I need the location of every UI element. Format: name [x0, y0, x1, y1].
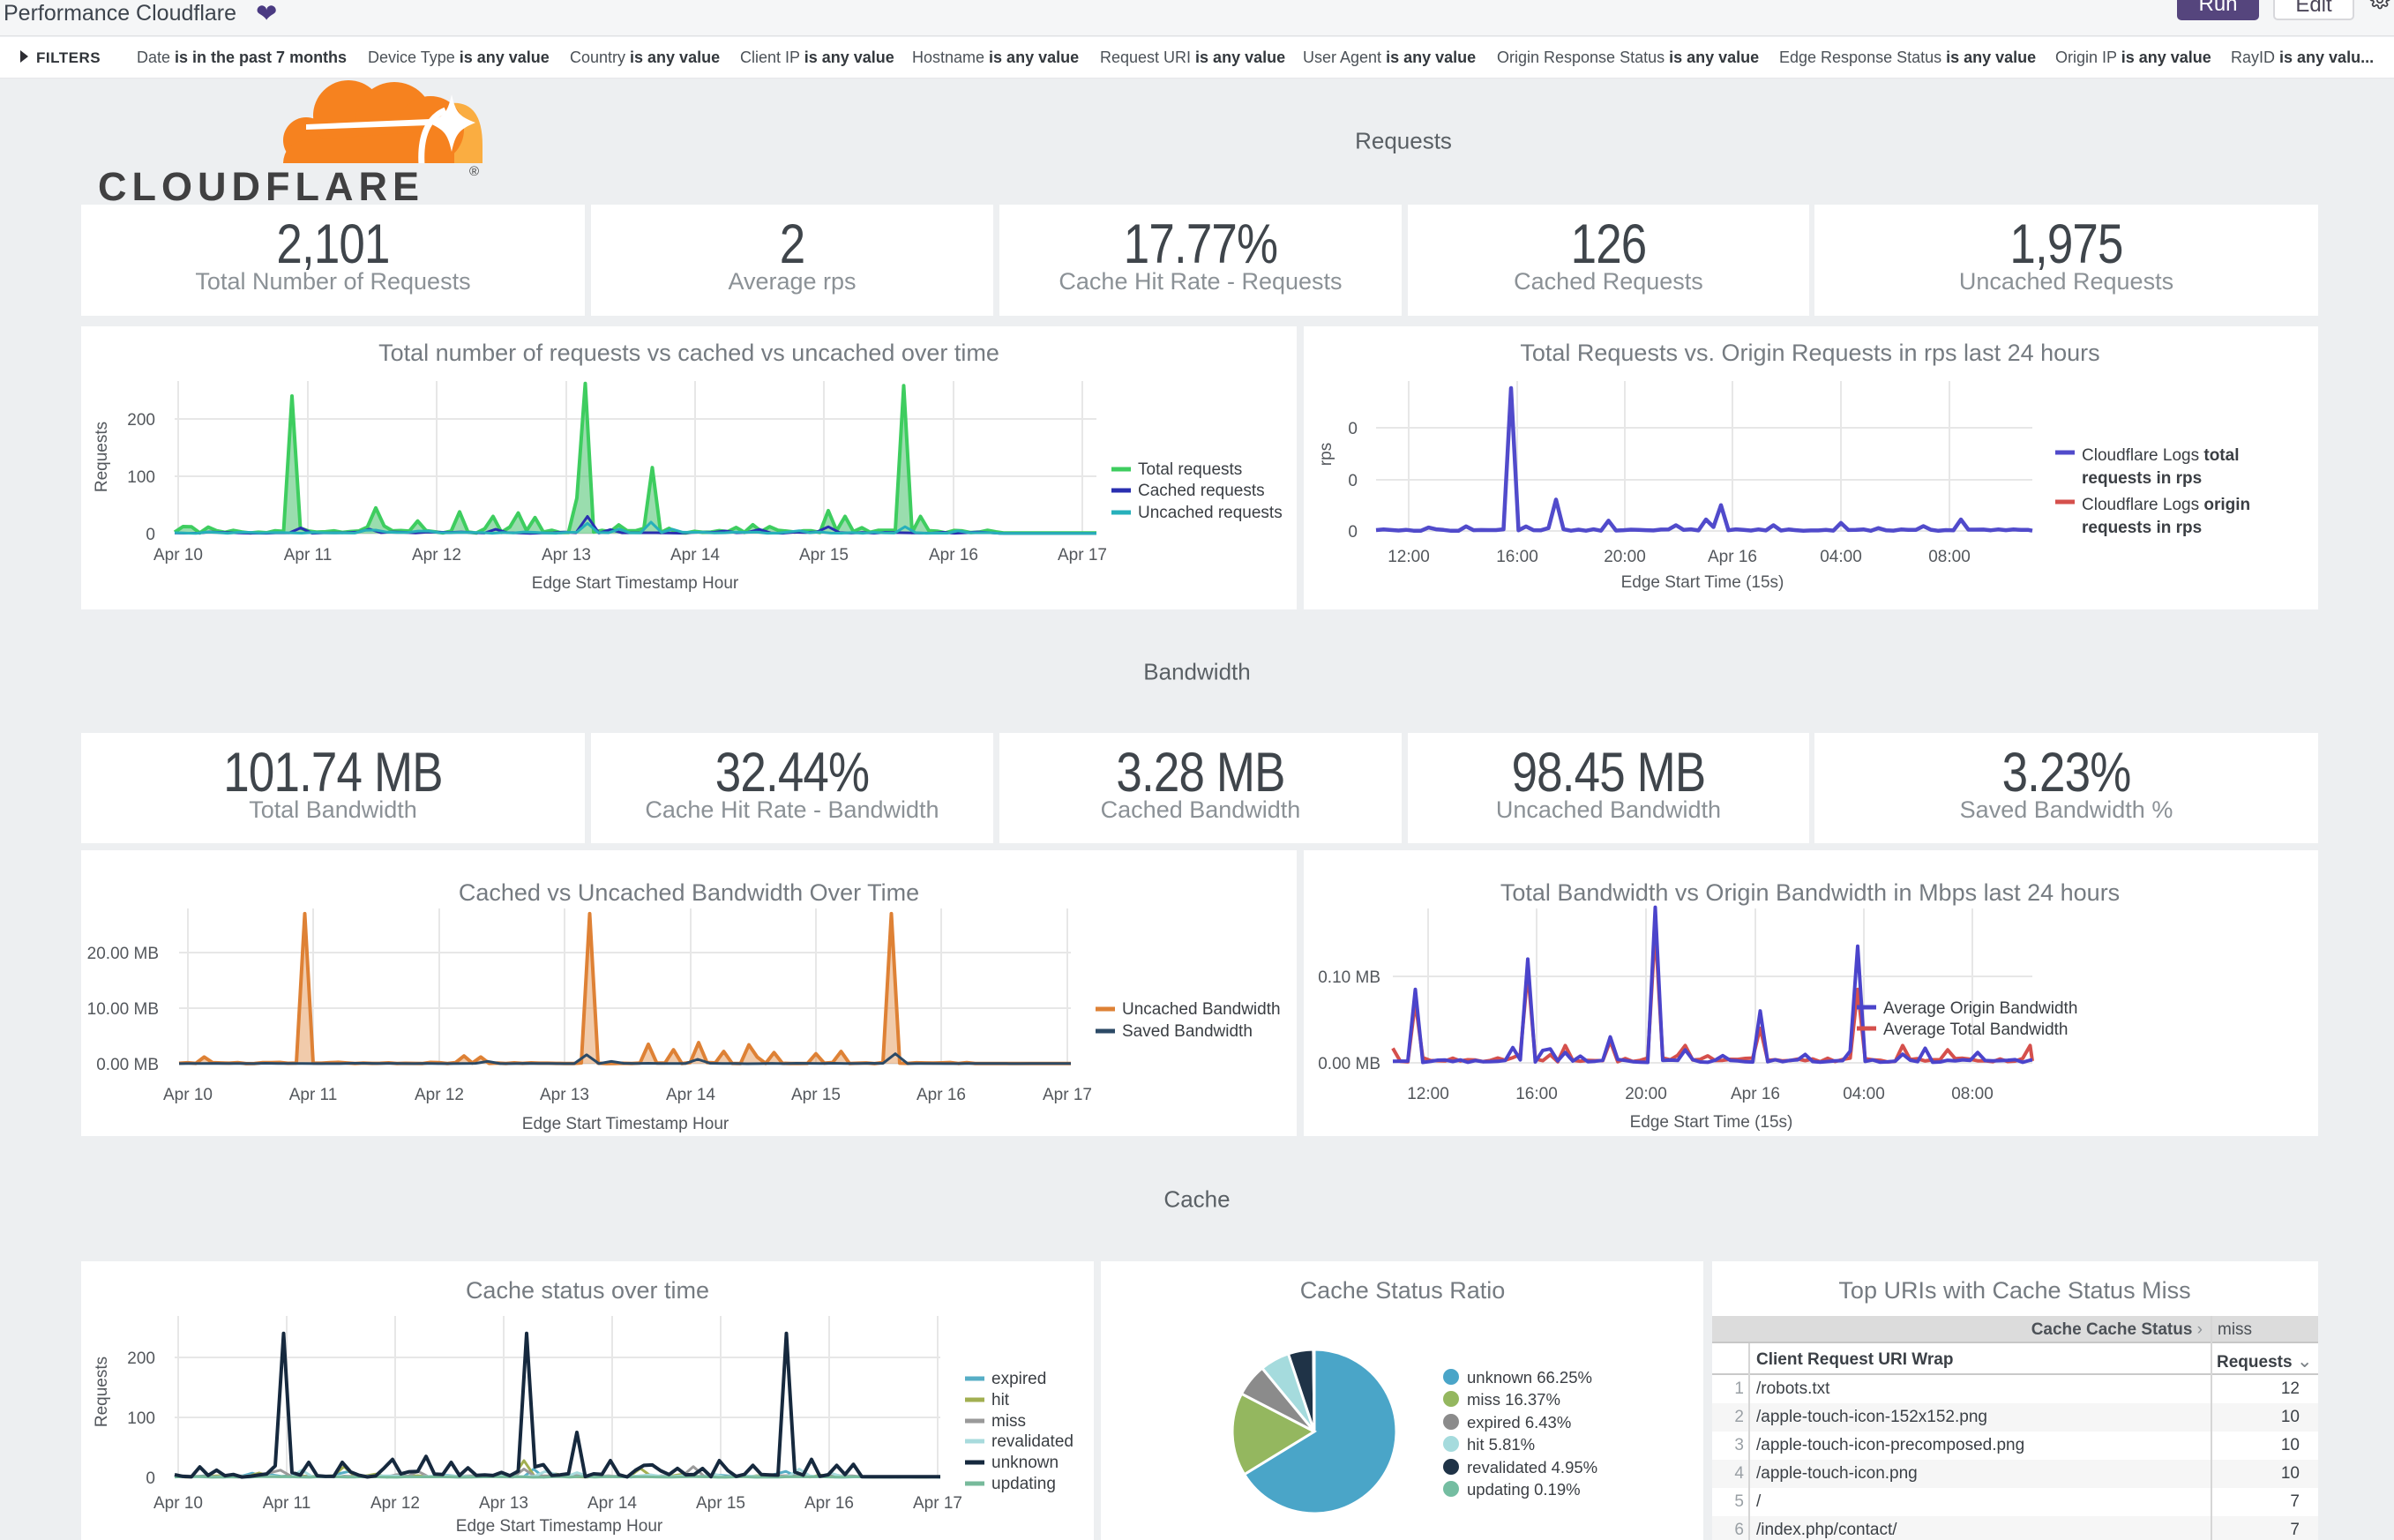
svg-text:08:00: 08:00 [1951, 1085, 1994, 1103]
svg-text:Cached requests: Cached requests [1138, 482, 1265, 500]
svg-text:12:00: 12:00 [1407, 1085, 1449, 1103]
svg-text:Apr 16: Apr 16 [1731, 1085, 1780, 1103]
svg-text:0: 0 [146, 1469, 155, 1488]
svg-text:Total requests: Total requests [1138, 460, 1242, 479]
svg-text:Edge Start Time (15s): Edge Start Time (15s) [1630, 1113, 1793, 1132]
svg-text:Apr 13: Apr 13 [542, 546, 591, 564]
svg-text:Apr 13: Apr 13 [540, 1086, 589, 1104]
svg-text:Apr 10: Apr 10 [153, 546, 203, 564]
svg-text:unknown 66.25%: unknown 66.25% [1467, 1368, 1592, 1387]
svg-text:hit 5.81%: hit 5.81% [1467, 1435, 1535, 1454]
svg-text:Requests: Requests [93, 422, 111, 492]
svg-text:Cloudflare Logs origin: Cloudflare Logs origin [2082, 496, 2250, 514]
svg-text:revalidated 4.95%: revalidated 4.95% [1467, 1458, 1597, 1476]
svg-text:04:00: 04:00 [1820, 548, 1862, 566]
svg-text:0: 0 [1348, 523, 1358, 542]
svg-text:Apr 10: Apr 10 [153, 1494, 203, 1513]
svg-text:revalidated: revalidated [991, 1432, 1074, 1451]
svg-text:0: 0 [1348, 420, 1358, 438]
svg-text:Apr 10: Apr 10 [163, 1086, 213, 1104]
svg-text:Apr 17: Apr 17 [1058, 546, 1107, 564]
svg-text:200: 200 [127, 411, 155, 430]
svg-text:Apr 16: Apr 16 [916, 1086, 966, 1104]
svg-text:16:00: 16:00 [1515, 1085, 1558, 1103]
svg-text:Apr 13: Apr 13 [479, 1494, 528, 1513]
svg-text:Edge Start Time (15s): Edge Start Time (15s) [1621, 573, 1784, 592]
svg-text:Apr 14: Apr 14 [670, 546, 720, 564]
svg-text:Saved Bandwidth: Saved Bandwidth [1122, 1022, 1253, 1041]
svg-text:Apr 16: Apr 16 [929, 546, 978, 564]
svg-text:16:00: 16:00 [1496, 548, 1538, 566]
svg-text:Apr 11: Apr 11 [263, 1494, 311, 1513]
svg-text:Edge Start Timestamp Hour: Edge Start Timestamp Hour [456, 1517, 663, 1536]
svg-text:requests in rps: requests in rps [2082, 519, 2202, 537]
svg-text:Apr 15: Apr 15 [799, 546, 849, 564]
svg-text:Apr 12: Apr 12 [415, 1086, 464, 1104]
svg-text:Apr 16: Apr 16 [804, 1494, 854, 1513]
svg-text:20.00 MB: 20.00 MB [87, 945, 159, 963]
svg-text:Apr 14: Apr 14 [587, 1494, 637, 1513]
svg-text:0.00 MB: 0.00 MB [1318, 1055, 1380, 1073]
svg-text:Edge Start Timestamp Hour: Edge Start Timestamp Hour [532, 574, 739, 593]
svg-text:expired 6.43%: expired 6.43% [1467, 1413, 1571, 1432]
svg-text:200: 200 [127, 1349, 155, 1368]
svg-text:Apr 17: Apr 17 [1043, 1086, 1092, 1104]
svg-text:Apr 11: Apr 11 [289, 1086, 338, 1104]
svg-text:updating 0.19%: updating 0.19% [1467, 1480, 1581, 1499]
svg-text:Uncached requests: Uncached requests [1138, 504, 1283, 522]
svg-text:Apr 15: Apr 15 [696, 1494, 745, 1513]
svg-text:Apr 16: Apr 16 [1708, 548, 1757, 566]
svg-text:0: 0 [146, 526, 155, 544]
svg-text:10.00 MB: 10.00 MB [87, 1000, 159, 1019]
svg-text:Edge Start Timestamp Hour: Edge Start Timestamp Hour [522, 1115, 729, 1133]
svg-text:Requests: Requests [93, 1357, 111, 1427]
svg-text:miss 16.37%: miss 16.37% [1467, 1390, 1560, 1409]
svg-text:updating: updating [991, 1475, 1056, 1493]
svg-text:0: 0 [1348, 472, 1358, 490]
svg-text:miss: miss [991, 1412, 1026, 1431]
svg-text:Apr 17: Apr 17 [913, 1494, 962, 1513]
svg-text:Apr 12: Apr 12 [412, 546, 461, 564]
svg-text:Apr 11: Apr 11 [284, 546, 333, 564]
svg-text:Apr 12: Apr 12 [370, 1494, 420, 1513]
svg-text:12:00: 12:00 [1388, 548, 1430, 566]
svg-text:®: ® [469, 164, 479, 179]
svg-text:100: 100 [127, 1409, 155, 1428]
svg-text:hit: hit [991, 1391, 1010, 1409]
svg-text:expired: expired [991, 1370, 1046, 1388]
svg-text:20:00: 20:00 [1604, 548, 1646, 566]
svg-text:rps: rps [1317, 443, 1335, 466]
svg-text:0.00 MB: 0.00 MB [96, 1056, 159, 1074]
svg-text:04:00: 04:00 [1843, 1085, 1885, 1103]
svg-text:CLOUDFLARE: CLOUDFLARE [98, 164, 424, 207]
svg-text:requests in rps: requests in rps [2082, 469, 2202, 488]
svg-text:Average Origin Bandwidth: Average Origin Bandwidth [1883, 999, 2077, 1018]
svg-text:Apr 14: Apr 14 [666, 1086, 715, 1104]
svg-text:Apr 15: Apr 15 [791, 1086, 841, 1104]
svg-text:100: 100 [127, 468, 155, 487]
svg-text:0.10 MB: 0.10 MB [1318, 968, 1380, 987]
svg-text:20:00: 20:00 [1625, 1085, 1667, 1103]
svg-text:Cloudflare Logs total: Cloudflare Logs total [2082, 446, 2239, 465]
svg-text:unknown: unknown [991, 1454, 1059, 1472]
svg-text:Average Total Bandwidth: Average Total Bandwidth [1883, 1020, 2069, 1039]
svg-text:Uncached Bandwidth: Uncached Bandwidth [1122, 1000, 1281, 1019]
svg-text:08:00: 08:00 [1928, 548, 1971, 566]
